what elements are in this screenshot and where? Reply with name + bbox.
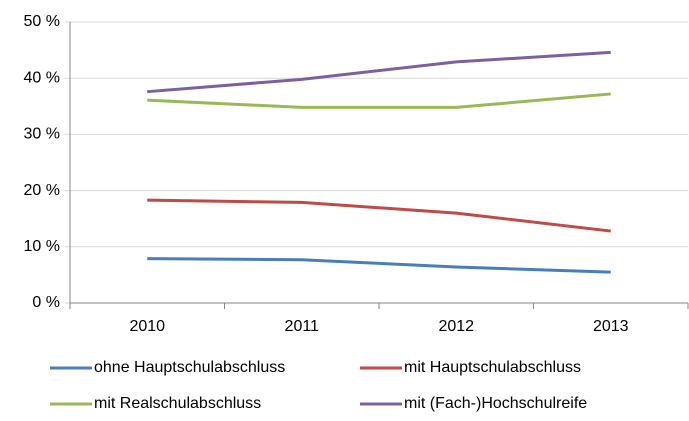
y-tick-label: 20 % [24,182,60,199]
series-line [147,257,611,274]
series-line [147,92,611,109]
x-tick-label: 2011 [285,318,320,335]
x-tick-label: 2012 [438,318,474,335]
legend-label: ohne Hauptschulabschluss [94,359,285,376]
y-tick-label: 30 % [24,126,60,143]
y-tick-label: 50 % [24,13,60,30]
x-tick-label: 2013 [593,318,629,335]
series-line [147,50,611,94]
series-line [147,198,611,233]
y-tick-label: 40 % [24,69,60,86]
y-tick-label: 10 % [24,238,60,255]
legend-label: mit Hauptschulabschluss [404,359,581,376]
legend-label: mit (Fach-)Hochschulreife [404,395,587,412]
legend-label: mit Realschulabschluss [94,395,261,412]
x-tick-label: 2010 [129,318,165,335]
y-tick-label: 0 % [32,294,60,311]
